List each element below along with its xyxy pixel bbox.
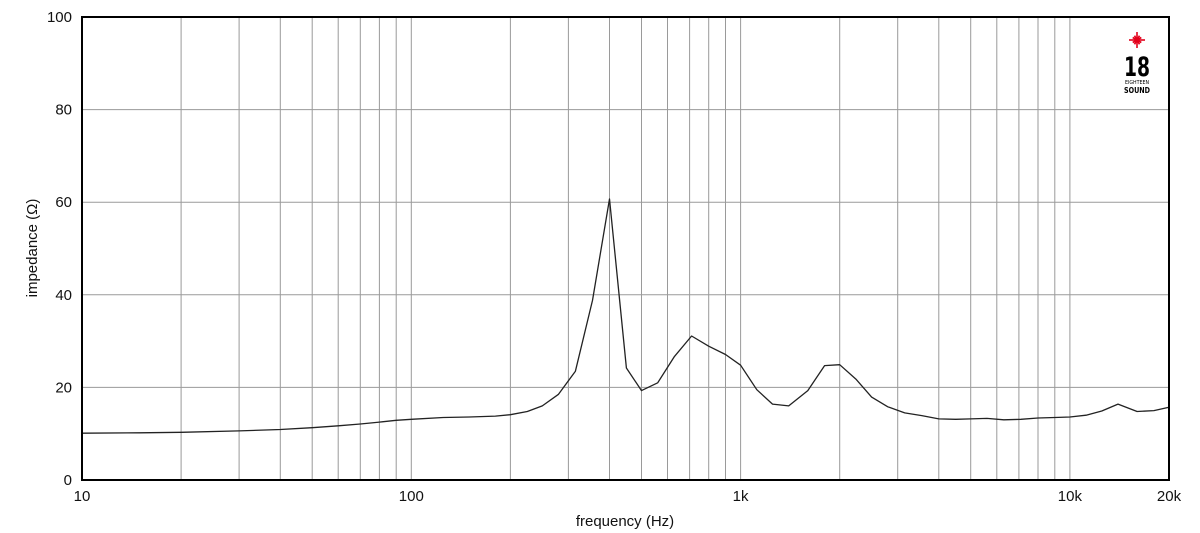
x-tick-label: 1k <box>733 488 749 505</box>
logo-line1: EIGHTEEN <box>1125 80 1149 86</box>
y-tick-label: 100 <box>47 9 72 26</box>
x-tick-labels: 10 100 1k 10k 20k <box>74 488 1182 505</box>
logo-line2: SOUND <box>1124 86 1150 95</box>
y-tick-label: 60 <box>55 194 72 211</box>
impedance-series-line <box>81 198 1170 434</box>
y-axis-label: impedance (Ω) <box>24 199 41 298</box>
star-center <box>1135 38 1139 42</box>
series-layer <box>81 198 1170 434</box>
x-tick-label: 100 <box>399 488 424 505</box>
x-tick-label: 10 <box>74 488 91 505</box>
y-tick-label: 40 <box>55 287 72 304</box>
y-tick-label: 80 <box>55 102 72 119</box>
y-tick-label: 20 <box>55 379 72 396</box>
vertical-gridlines <box>180 17 1071 480</box>
x-tick-label: 10k <box>1058 488 1083 505</box>
logo-number: 18 <box>1124 52 1150 83</box>
plot-frame <box>81 16 1170 481</box>
brand-logo: 18 EIGHTEEN SOUND <box>1124 32 1150 95</box>
y-tick-labels: 0 20 40 60 80 100 <box>47 9 72 489</box>
x-tick-label: 20k <box>1157 488 1182 505</box>
x-axis-label: frequency (Hz) <box>576 513 674 530</box>
y-tick-label: 0 <box>64 472 72 489</box>
horizontal-gridlines <box>82 109 1169 388</box>
star-icon <box>1129 32 1145 48</box>
